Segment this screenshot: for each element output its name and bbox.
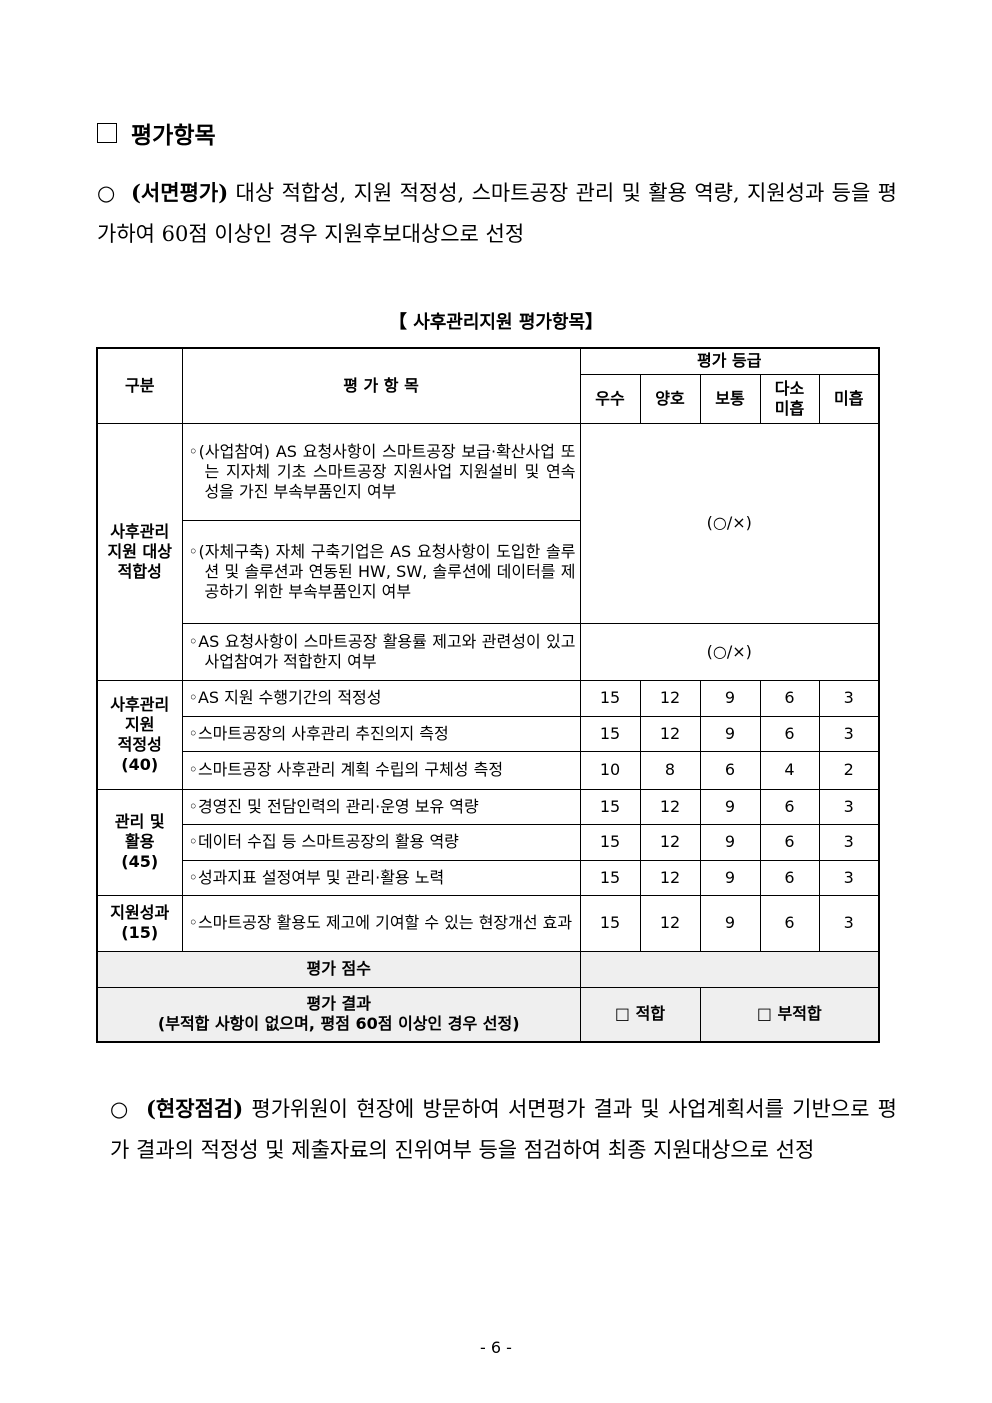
item-cell: ◦스마트공장 활용도 제고에 기여할 수 있는 현장개선 효과 — [181, 894, 581, 952]
section-heading: 평가항목 — [97, 116, 216, 150]
header-category: 구분 — [96, 347, 183, 424]
score-cell: 9 — [699, 823, 761, 861]
score-cell: 12 — [639, 894, 701, 952]
score-cell: 3 — [818, 823, 880, 861]
item-cell: ◦성과지표 설정여부 및 관리·활용 노력 — [181, 859, 581, 896]
paragraph-label: (현장점검) — [146, 1096, 244, 1121]
page-number: - 6 - — [480, 1338, 512, 1357]
score-cell: 6 — [759, 679, 820, 717]
result-label-cell: 평가 결과 (부적합 사항이 없으며, 평점 60점 이상인 경우 선정) — [96, 986, 581, 1043]
fail-checkbox[interactable]: □ 부적합 — [699, 986, 880, 1043]
score-cell: 6 — [759, 859, 820, 896]
category-cell: 지원성과 (15) — [96, 894, 183, 952]
score-cell: 8 — [639, 750, 701, 790]
category-cell: 관리 및 활용 (45) — [96, 788, 183, 896]
item-cell: ◦(자체구축) 자체 구축기업은 AS 요청사항이 도입한 솔루션 및 솔루션과… — [181, 519, 581, 624]
score-cell: 12 — [639, 679, 701, 717]
score-cell: 9 — [699, 894, 761, 952]
score-cell: 3 — [818, 788, 880, 825]
score-cell: 9 — [699, 859, 761, 896]
heading-text: 평가항목 — [131, 123, 216, 149]
paragraph-text: 평가위원이 현장에 방문하여 서면평가 결과 및 사업계획서를 기반으로 평가 … — [110, 1097, 897, 1162]
item-cell: ◦경영진 및 전담인력의 관리·운영 보유 역량 — [181, 788, 581, 825]
header-grade-average: 보통 — [699, 373, 761, 424]
category-cell: 사후관리 지원 적정성 (40) — [96, 679, 183, 790]
header-item: 평 가 항 목 — [181, 347, 581, 424]
score-total-cell[interactable] — [579, 950, 880, 988]
score-cell: 15 — [579, 823, 641, 861]
score-cell: 12 — [639, 788, 701, 825]
paragraph-label: (서면평가) — [131, 180, 229, 205]
score-cell: 3 — [818, 859, 880, 896]
score-cell: 6 — [699, 750, 761, 790]
header-grade: 평가 등급 — [579, 347, 880, 375]
header-grade-slightly-poor: 다소 미흡 — [759, 373, 820, 424]
item-cell: ◦(사업참여) AS 요청사항이 스마트공장 보급·확산사업 또는 지자체 기초… — [181, 422, 581, 521]
score-cell: 3 — [818, 715, 880, 752]
evaluation-table: 구분 평 가 항 목 평가 등급 우수 양호 보통 다소 미흡 미흡 사후관리 … — [96, 347, 881, 1043]
score-cell: 6 — [759, 715, 820, 752]
score-cell: 6 — [759, 788, 820, 825]
score-cell: 10 — [579, 750, 641, 790]
score-cell: 6 — [759, 823, 820, 861]
header-grade-poor: 미흡 — [818, 373, 880, 424]
score-cell: 12 — [639, 859, 701, 896]
score-cell: 12 — [639, 715, 701, 752]
table-caption: 【 사후관리지원 평가항목】 — [388, 312, 604, 333]
score-cell: 9 — [699, 715, 761, 752]
header-grade-good: 양호 — [639, 373, 701, 424]
item-cell: ◦데이터 수집 등 스마트공장의 활용 역량 — [181, 823, 581, 861]
paragraph-site-inspection: ○ (현장점검) 평가위원이 현장에 방문하여 서면평가 결과 및 사업계획서를 … — [110, 1088, 897, 1171]
score-cell: 15 — [579, 679, 641, 717]
item-cell: ◦AS 요청사항이 스마트공장 활용률 제고와 관련성이 있고 사업참여가 적합… — [181, 622, 581, 681]
paragraph-document-review: ○ (서면평가) 대상 적합성, 지원 적정성, 스마트공장 관리 및 활용 역량… — [97, 172, 897, 255]
score-cell: 9 — [699, 788, 761, 825]
score-label: 평가 점수 — [96, 950, 581, 988]
score-cell: 15 — [579, 859, 641, 896]
score-cell: 12 — [639, 823, 701, 861]
item-cell: ◦AS 지원 수행기간의 적정성 — [181, 679, 581, 717]
score-cell: 3 — [818, 679, 880, 717]
score-cell: 2 — [818, 750, 880, 790]
bullet: ○ — [110, 1097, 129, 1121]
score-cell: 3 — [818, 894, 880, 952]
result-label: 평가 결과 — [306, 994, 371, 1014]
item-cell: ◦스마트공장의 사후관리 추진의지 측정 — [181, 715, 581, 752]
header-grade-excellent: 우수 — [579, 373, 641, 424]
item-cell: ◦스마트공장 사후관리 계획 수립의 구체성 측정 — [181, 750, 581, 790]
bullet: ○ — [97, 181, 116, 205]
paragraph-text: 대상 적합성, 지원 적정성, 스마트공장 관리 및 활용 역량, 지원성과 등… — [97, 181, 897, 246]
score-cell: 9 — [699, 679, 761, 717]
score-ox: (○/×) — [579, 422, 880, 624]
category-cell: 사후관리 지원 대상 적합성 — [96, 422, 183, 681]
checkbox-square-icon — [97, 123, 117, 143]
score-cell: 15 — [579, 715, 641, 752]
score-cell: 6 — [759, 894, 820, 952]
pass-checkbox[interactable]: □ 적합 — [579, 986, 701, 1043]
result-note: (부적합 사항이 없으며, 평점 60점 이상인 경우 선정) — [157, 1014, 520, 1034]
score-cell: 15 — [579, 788, 641, 825]
score-cell: 15 — [579, 894, 641, 952]
score-cell: 4 — [759, 750, 820, 790]
score-ox: (○/×) — [579, 622, 880, 681]
